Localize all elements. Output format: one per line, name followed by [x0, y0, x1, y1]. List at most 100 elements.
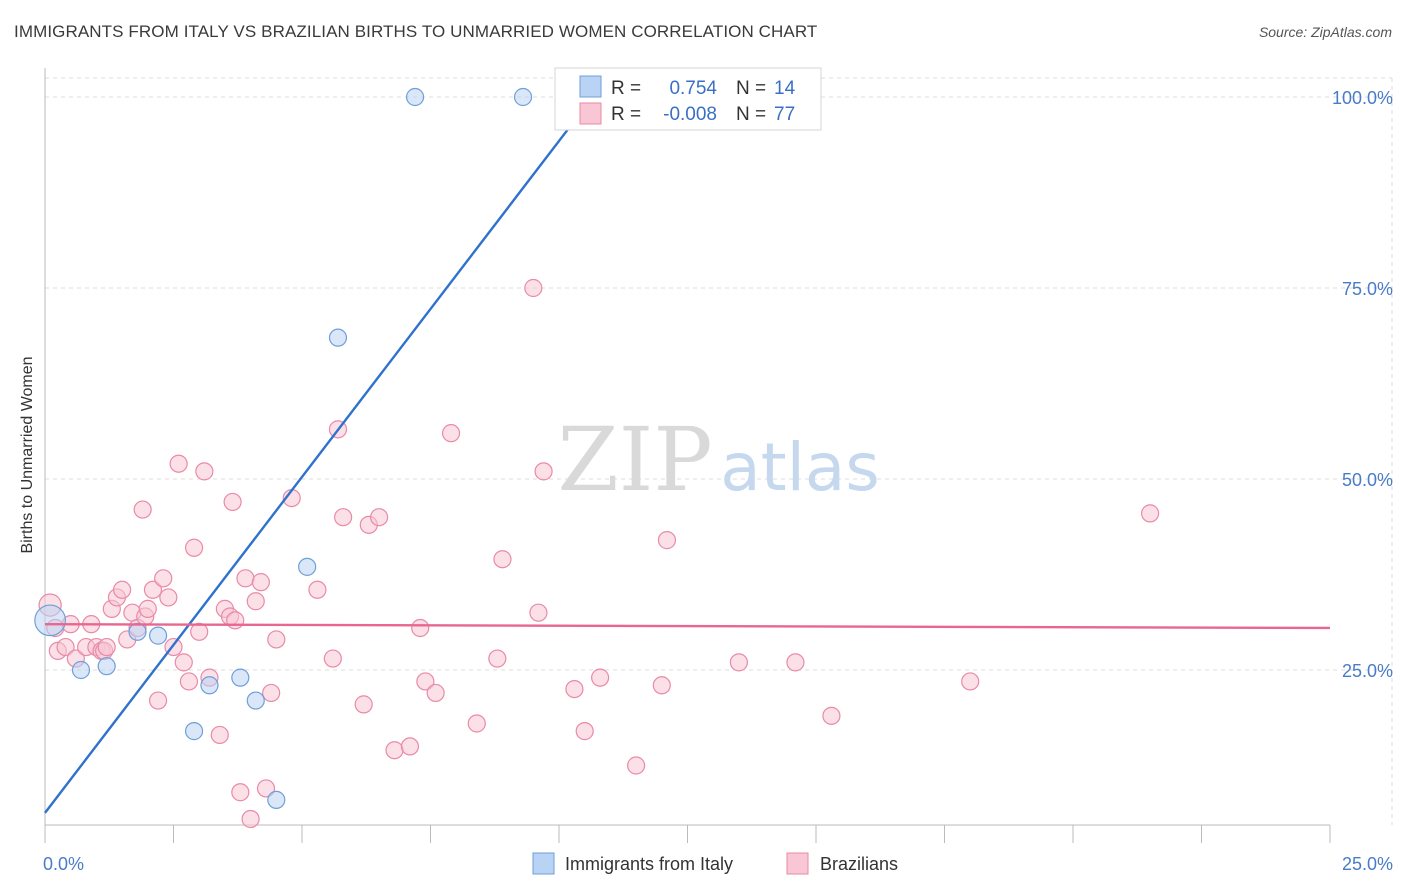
watermark-atlas: atlas — [720, 429, 880, 506]
source-label: Source: ZipAtlas.com — [1258, 24, 1392, 40]
brazilians-point-23 — [154, 569, 173, 588]
brazilians-point-38 — [231, 783, 250, 802]
italy-point-6 — [200, 676, 219, 695]
italy-point-3 — [128, 622, 147, 641]
brazilians-point-27 — [174, 653, 193, 672]
brazilians-point-67 — [575, 722, 594, 741]
brazilians-point-14 — [112, 580, 132, 599]
y-axis-label: Births to Unmarried Women — [19, 356, 36, 553]
brazilians-point-60 — [467, 714, 486, 733]
italy-point-1 — [71, 660, 91, 680]
legend-brazil-r-value: -0.008 — [663, 104, 717, 125]
brazilians-point-41 — [246, 592, 265, 611]
italy-trend-line — [44, 126, 571, 814]
brazilians-point-33 — [210, 725, 229, 745]
bottom-legend-brazil: Brazilians — [820, 854, 898, 874]
brazilians-trend-line — [44, 622, 1331, 630]
correlation-legend: R = 0.754 N = 14 R = -0.008 N = 77 — [554, 67, 822, 131]
italy-point-7 — [231, 668, 250, 687]
brazilians-point-72 — [729, 653, 749, 672]
brazilians-point-36 — [223, 492, 242, 512]
brazilians-point-68 — [591, 668, 610, 687]
brazilians-point-42 — [251, 573, 270, 592]
legend-italy-n-value: 14 — [774, 78, 796, 99]
brazilians-point-65 — [534, 462, 553, 481]
italy-point-12 — [405, 87, 425, 107]
italy-point-11 — [328, 328, 348, 347]
y-tick-label-25: 25.0% — [1342, 661, 1393, 681]
brazilians-point-47 — [308, 580, 327, 599]
italy-point-2 — [97, 657, 116, 676]
legend-italy-r-value: 0.754 — [669, 78, 717, 99]
brazilians-point-18 — [133, 500, 152, 519]
brazilians-point-3 — [56, 637, 75, 657]
brazilians-point-31 — [195, 462, 214, 481]
brazilians-point-43 — [256, 779, 276, 798]
italy-point-9 — [267, 790, 286, 809]
brazilians-point-50 — [334, 508, 353, 527]
legend-brazil-n-value: 77 — [774, 104, 795, 125]
brazilians-point-21 — [143, 580, 163, 599]
brazilians-point-64 — [529, 603, 548, 622]
italy-points — [34, 87, 533, 809]
brazilians-point-28 — [179, 672, 199, 691]
brazilians-point-29 — [184, 538, 204, 557]
legend-brazil-r-label: R = — [611, 104, 641, 125]
brazilians-point-22 — [148, 691, 168, 710]
brazilians-point-45 — [267, 630, 286, 649]
italy-point-10 — [298, 557, 317, 576]
grid-lines — [45, 77, 1393, 825]
italy-point-5 — [184, 722, 204, 741]
brazilians-point-76 — [1140, 504, 1160, 523]
legend-swatch-italy — [579, 75, 602, 98]
legend-swatch-brazil — [579, 102, 602, 125]
brazilians-point-62 — [493, 550, 512, 569]
italy-point-13 — [513, 87, 533, 107]
brazilians-point-61 — [488, 649, 507, 668]
brazilians-point-63 — [524, 278, 543, 298]
bottom-legend-italy: Immigrants from Italy — [565, 854, 733, 874]
brazilians-point-37 — [226, 611, 245, 630]
brazilians-point-54 — [385, 741, 404, 760]
watermark-zip: ZIP — [557, 408, 712, 511]
x-tick-label-max: 25.0% — [1342, 854, 1393, 874]
brazilians-point-56 — [411, 618, 430, 638]
brazilians-point-73 — [786, 653, 805, 672]
legend-italy-r-label: R = — [611, 78, 641, 99]
italy-point-8 — [246, 691, 265, 710]
y-tick-label-100: 100.0% — [1332, 88, 1393, 108]
chart-title: IMMIGRANTS FROM ITALY VS BRAZILIAN BIRTH… — [14, 22, 818, 41]
x-tick-label-min: 0.0% — [43, 854, 84, 874]
series-legend: Immigrants from Italy Brazilians — [532, 852, 898, 875]
brazilians-point-51 — [354, 695, 373, 714]
brazilians-point-59 — [441, 424, 461, 443]
axes — [44, 68, 1331, 843]
y-tick-label-75: 75.0% — [1342, 279, 1393, 299]
trend-lines — [44, 126, 1331, 814]
brazilians-point-55 — [400, 737, 420, 756]
brazilians-point-20 — [138, 599, 157, 618]
brazilians-point-58 — [426, 683, 445, 703]
brazilians-point-66 — [565, 679, 584, 699]
bottom-legend-swatch-brazil — [786, 852, 809, 875]
brazilians-point-74 — [822, 706, 841, 725]
brazilians-points — [38, 278, 1160, 829]
brazilians-point-26 — [169, 454, 188, 473]
brazilians-point-44 — [262, 683, 281, 703]
italy-point-4 — [148, 626, 168, 645]
brazilians-point-71 — [657, 531, 677, 550]
bottom-legend-swatch-italy — [532, 852, 555, 875]
brazilians-point-39 — [236, 569, 255, 588]
brazilians-point-40 — [241, 809, 260, 829]
brazilians-point-57 — [416, 672, 435, 691]
italy-point-0 — [34, 604, 67, 637]
brazilians-point-69 — [626, 756, 646, 775]
tick-labels: 25.0% 50.0% 75.0% 100.0% 0.0% 25.0% — [43, 88, 1393, 874]
brazilians-point-48 — [323, 649, 342, 668]
brazilians-point-30 — [190, 622, 209, 641]
brazilians-point-75 — [961, 672, 980, 691]
legend-brazil-n-label: N = — [736, 104, 766, 125]
brazilians-point-53 — [370, 508, 389, 527]
brazilians-point-24 — [159, 588, 178, 607]
